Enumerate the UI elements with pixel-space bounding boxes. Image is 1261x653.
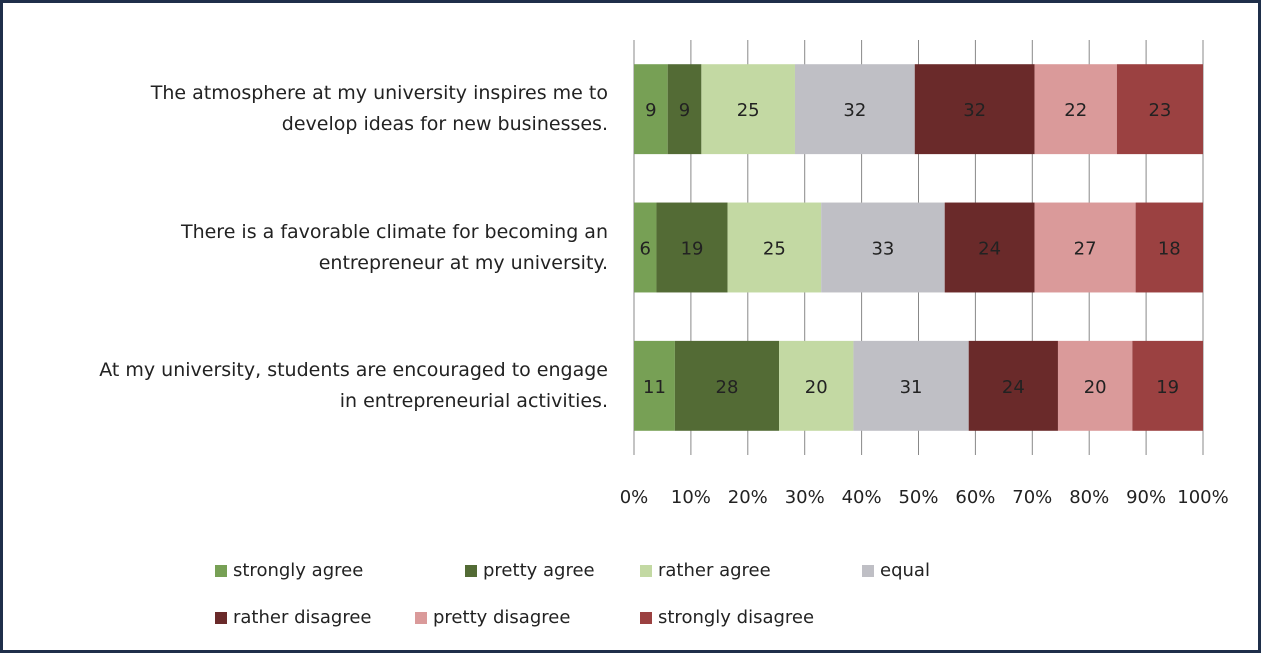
legend-label: strongly agree [233,560,363,581]
value-label: 24 [1002,377,1025,398]
bar-segment [1132,340,1203,431]
x-tick-label: 90% [1126,487,1166,508]
legend-label: strongly disagree [658,607,814,628]
value-label: 27 [1074,239,1097,260]
value-label: 18 [1158,239,1181,260]
x-tick-label: 50% [898,487,938,508]
value-label: 24 [978,239,1001,260]
value-label: 33 [871,239,894,260]
value-label: 32 [963,100,986,121]
bar-segment [634,202,657,293]
bar-segment [634,340,675,431]
value-label: 23 [1148,100,1171,121]
bar-segment [1034,202,1136,293]
bar-segment [944,202,1035,293]
legend-swatch [640,612,652,624]
x-tick-label: 20% [728,487,768,508]
value-label: 25 [737,100,760,121]
x-tick-label: 40% [842,487,882,508]
bar-segment [1116,64,1203,155]
legend-swatch [215,565,227,577]
bar-segment [727,202,822,293]
value-label: 9 [679,100,690,121]
value-label: 31 [900,377,923,398]
x-tick-label: 0% [620,487,649,508]
category-label: There is a favorable climate for becomin… [180,220,608,274]
bar-segment [634,64,668,155]
value-label: 6 [640,239,651,260]
legend-swatch [415,612,427,624]
x-tick-label: 70% [1012,487,1052,508]
bar-segment [656,202,728,293]
value-label: 19 [1156,377,1179,398]
bar-segment [1034,64,1117,155]
legend-label: equal [880,560,930,581]
value-label: 11 [643,377,666,398]
x-tick-label: 60% [955,487,995,508]
legend-label: pretty disagree [433,607,570,628]
legend-label: rather agree [658,560,771,581]
bar-segment [701,64,795,155]
legend-label: pretty agree [483,560,595,581]
x-tick-label: 30% [785,487,825,508]
bar-segment [968,340,1058,431]
legend-swatch [862,565,874,577]
bar-segment [779,340,854,431]
bar-segment [821,202,945,293]
category-label: The atmosphere at my university inspires… [150,82,608,136]
value-label: 25 [763,239,786,260]
legend-swatch [465,565,477,577]
x-tick-label: 10% [671,487,711,508]
bar-segment [914,64,1035,155]
value-label: 20 [1084,377,1107,398]
value-label: 28 [716,377,739,398]
value-label: 22 [1064,100,1087,121]
bar-segment [1135,202,1203,293]
value-label: 19 [681,239,704,260]
x-tick-label: 100% [1177,487,1228,508]
legend-swatch [215,612,227,624]
value-label: 20 [805,377,828,398]
value-label: 32 [843,100,866,121]
bar-segment [667,64,702,155]
legend-label: rather disagree [233,607,372,628]
bar-segment [674,340,780,431]
x-tick-label: 80% [1069,487,1109,508]
bar-segment [853,340,969,431]
bar-segment [1057,340,1133,431]
category-label: At my university, students are encourage… [99,358,608,412]
bar-segment [794,64,915,155]
value-label: 9 [645,100,656,121]
legend-swatch [640,565,652,577]
